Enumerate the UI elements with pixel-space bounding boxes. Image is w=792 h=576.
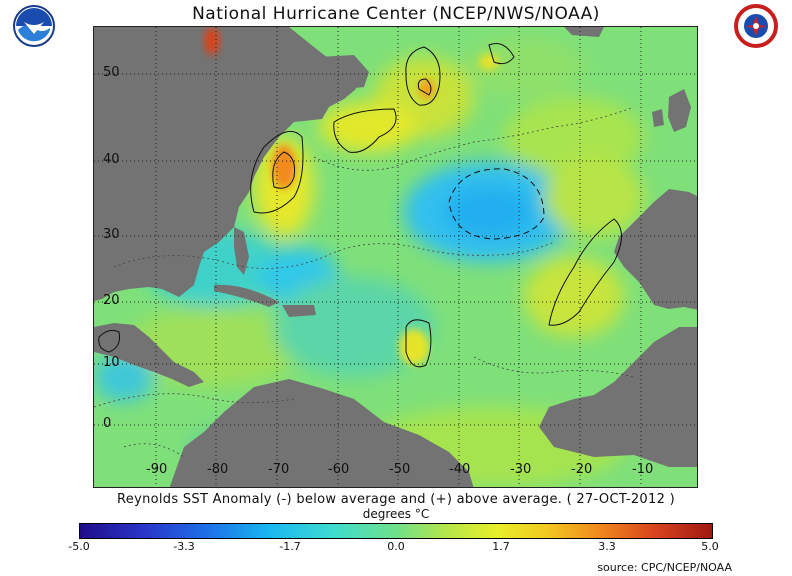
colorbar-tick-label: 1.7 bbox=[492, 540, 510, 553]
anomaly-contours bbox=[98, 43, 622, 368]
latitude-label: 20 bbox=[103, 293, 120, 308]
latitude-label: 40 bbox=[103, 152, 120, 167]
colorbar bbox=[79, 523, 713, 539]
longitude-label: -60 bbox=[328, 462, 350, 477]
longitude-label: -20 bbox=[571, 462, 593, 477]
graticule bbox=[94, 27, 697, 487]
longitude-label: -30 bbox=[510, 462, 532, 477]
map-title: National Hurricane Center (NCEP/NWS/NOAA… bbox=[192, 4, 600, 24]
greenland-anomaly bbox=[204, 27, 220, 55]
latitude-label: 0 bbox=[103, 416, 112, 431]
longitude-label: -70 bbox=[268, 462, 290, 477]
units-symbol: °C bbox=[414, 507, 430, 521]
longitude-label: -80 bbox=[207, 462, 229, 477]
negative-contours bbox=[448, 168, 545, 240]
colorbar-tick-label: 5.0 bbox=[701, 540, 719, 553]
colorbar-tick-label: 0.0 bbox=[387, 540, 405, 553]
latitude-label: 50 bbox=[103, 65, 120, 80]
longitude-label: -10 bbox=[632, 462, 654, 477]
sst-anomaly-map bbox=[93, 26, 698, 488]
nws-logo-icon bbox=[734, 4, 778, 48]
longitude-label: -50 bbox=[389, 462, 411, 477]
units-text: degrees bbox=[362, 507, 412, 521]
latitude-label: 10 bbox=[103, 355, 120, 370]
source-credit: source: CPC/NCEP/NOAA bbox=[597, 561, 732, 574]
colorbar-tick-label: -5.0 bbox=[68, 540, 90, 553]
land-masses bbox=[94, 27, 697, 487]
longitude-label: -90 bbox=[146, 462, 168, 477]
map-caption: Reynolds SST Anomaly (-) below average a… bbox=[117, 492, 675, 507]
colorbar-tick-label: -1.7 bbox=[279, 540, 301, 553]
units-label: degrees °C bbox=[0, 507, 792, 521]
noaa-logo-icon bbox=[13, 5, 55, 47]
longitude-label: -40 bbox=[449, 462, 471, 477]
colorbar-tick-label: 3.3 bbox=[598, 540, 616, 553]
colorbar-tick-label: -3.3 bbox=[173, 540, 195, 553]
zero-contours bbox=[94, 106, 635, 458]
latitude-label: 30 bbox=[103, 227, 120, 242]
